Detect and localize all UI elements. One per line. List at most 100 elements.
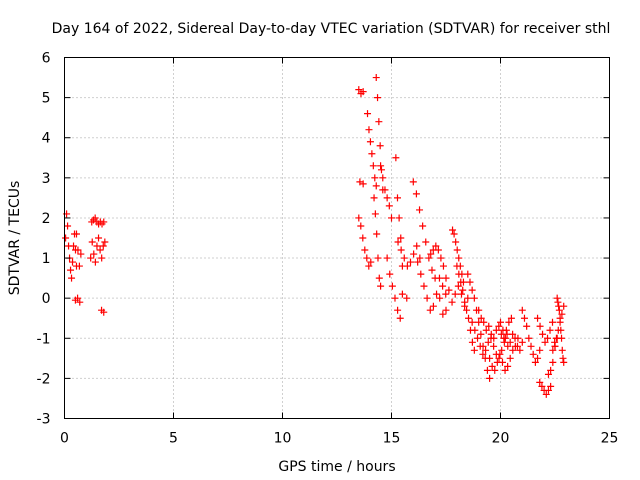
data-point [423, 294, 431, 302]
data-point [486, 374, 494, 382]
y-tick-label: 4 [42, 131, 51, 147]
data-point [70, 242, 78, 250]
data-point [549, 346, 557, 354]
data-point [68, 274, 76, 282]
data-point [420, 282, 428, 290]
y-tick-label: 3 [42, 171, 51, 187]
data-point [62, 234, 70, 242]
data-point [365, 126, 373, 134]
data-point [471, 326, 479, 334]
data-point [367, 258, 375, 266]
data-point [558, 346, 566, 354]
data-point [476, 342, 484, 350]
data-point [455, 254, 463, 262]
data-point [95, 234, 103, 242]
data-point [416, 254, 424, 262]
x-tick-label: 20 [492, 431, 510, 447]
data-point [534, 314, 542, 322]
x-tick-label: 25 [601, 431, 619, 447]
data-point [373, 230, 381, 238]
data-point [435, 274, 443, 282]
grid [64, 57, 610, 419]
data-point [355, 214, 363, 222]
data-point [403, 262, 411, 270]
data-point [90, 250, 98, 258]
data-point [475, 306, 483, 314]
data-point [544, 334, 552, 342]
data-point [555, 302, 563, 310]
data-point [507, 314, 515, 322]
data-point [509, 346, 517, 354]
plot-frame [64, 57, 610, 419]
data-point [497, 330, 505, 338]
data-point [366, 138, 374, 146]
data-point [479, 350, 487, 358]
data-point [458, 290, 466, 298]
data-point [412, 190, 420, 198]
data-point [369, 162, 377, 170]
data-point [501, 366, 509, 374]
data-point [495, 322, 503, 330]
data-point [419, 222, 427, 230]
data-point [442, 290, 450, 298]
data-point [375, 274, 383, 282]
data-point [355, 86, 363, 94]
data-point [376, 142, 384, 150]
data-point [363, 254, 371, 262]
data-point [445, 286, 453, 294]
data-point [450, 230, 458, 238]
data-point [442, 274, 450, 282]
data-point [556, 314, 564, 322]
data-point [504, 362, 512, 370]
data-point [99, 242, 107, 250]
data-point [93, 242, 101, 250]
data-point [498, 346, 506, 354]
data-point [429, 302, 437, 310]
data-point [434, 246, 442, 254]
data-point [525, 334, 533, 342]
data-point [442, 306, 450, 314]
data-point [371, 174, 379, 182]
data-point [396, 314, 404, 322]
data-point [383, 194, 391, 202]
data-point [468, 338, 476, 346]
y-axis-label: SDTVAR / TECUs [7, 181, 23, 296]
data-point [491, 366, 499, 374]
data-point [426, 306, 434, 314]
data-point [96, 246, 104, 254]
data-point [365, 262, 373, 270]
data-point [486, 354, 494, 362]
data-point [101, 238, 109, 246]
data-point [100, 308, 108, 316]
data-point [490, 342, 498, 350]
data-point [388, 214, 395, 222]
data-point [379, 174, 387, 182]
data-point [499, 326, 507, 334]
data-point [417, 270, 425, 278]
data-point [504, 342, 512, 350]
data-point [477, 330, 485, 338]
data-point [413, 242, 421, 250]
data-point [397, 246, 405, 254]
data-point [549, 358, 557, 366]
data-point [400, 254, 408, 262]
data-point [75, 262, 83, 270]
data-point [100, 218, 108, 226]
x-tick-label: 10 [274, 431, 292, 447]
data-point [558, 310, 566, 318]
data-point [506, 338, 514, 346]
axis-ticks: 0 5 10 15 20 25 -3 -2 -1 0 1 2 3 4 5 6 [37, 51, 619, 447]
data-point [495, 354, 503, 362]
data-point [64, 222, 72, 230]
data-point [516, 346, 524, 354]
data-point [453, 246, 461, 254]
y-tick-label: -2 [37, 371, 51, 387]
x-tick-label: 5 [169, 431, 178, 447]
data-point [414, 258, 422, 266]
y-tick-label: 0 [42, 291, 51, 307]
x-tick-label: 15 [383, 431, 401, 447]
data-point [547, 366, 555, 374]
data-point [506, 354, 514, 362]
data-point [547, 382, 555, 390]
